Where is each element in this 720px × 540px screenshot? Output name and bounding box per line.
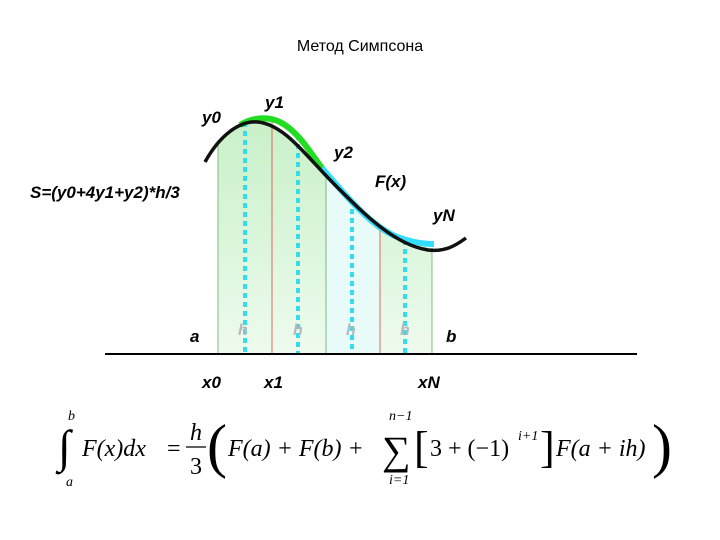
label: y2 bbox=[333, 143, 353, 162]
midlines bbox=[243, 122, 407, 354]
limit: a bbox=[66, 475, 73, 490]
label: x0 bbox=[201, 373, 221, 392]
step: h bbox=[400, 322, 410, 339]
integral: ∫ bbox=[55, 421, 73, 475]
sum-limit: i=1 bbox=[389, 473, 409, 488]
label: y1 bbox=[264, 93, 284, 112]
paren: ) bbox=[652, 413, 672, 479]
rule: S=(y0+4y1+y2)*h/3 bbox=[30, 183, 180, 202]
paren: ( bbox=[207, 413, 227, 479]
integrand: F(x)dx bbox=[81, 436, 146, 462]
step: h bbox=[346, 322, 356, 339]
power: i+1 bbox=[518, 429, 538, 444]
label: yN bbox=[432, 206, 455, 225]
step: h bbox=[238, 322, 248, 339]
sum: ∑ bbox=[382, 428, 411, 473]
bracket: [ bbox=[414, 423, 429, 472]
parabola-1 bbox=[238, 115, 325, 170]
label: F(x) bbox=[375, 172, 407, 191]
inner: 3 + (−1) bbox=[430, 436, 509, 462]
curve bbox=[203, 120, 468, 253]
numerator: h bbox=[190, 420, 202, 446]
formula: ∫ b a F(x)dx = h 3 ( F(a) + F(b) + ∑ n−1… bbox=[55, 409, 672, 490]
limit: b bbox=[68, 409, 75, 424]
label: xN bbox=[417, 373, 440, 392]
label: a bbox=[190, 327, 199, 346]
terms: F(a) + F(b) + bbox=[227, 436, 364, 462]
label: y0 bbox=[201, 108, 221, 127]
step: h bbox=[293, 322, 303, 339]
bracket: ] bbox=[540, 423, 555, 472]
equals: = bbox=[167, 436, 181, 462]
title: Метод Симпсона bbox=[297, 38, 423, 55]
tail: F(a + ih) bbox=[555, 436, 646, 462]
label: b bbox=[446, 327, 456, 346]
denominator: 3 bbox=[190, 454, 202, 480]
label: x1 bbox=[263, 373, 283, 392]
sum-limit: n−1 bbox=[389, 409, 412, 424]
